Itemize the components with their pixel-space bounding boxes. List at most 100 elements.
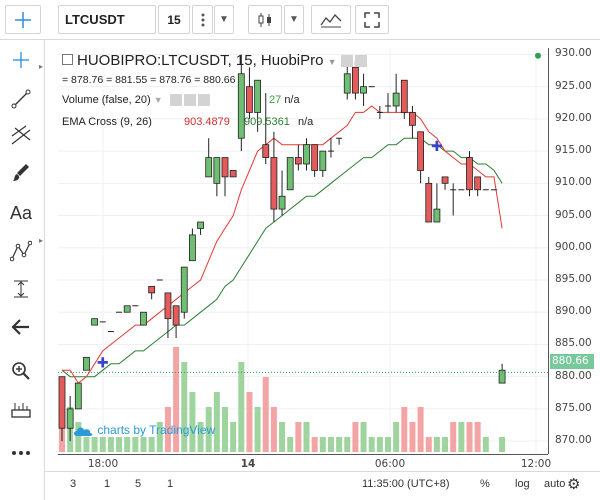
- ema-fast-line: [62, 105, 503, 384]
- candle: [83, 356, 90, 371]
- candle-body: [140, 311, 147, 326]
- candle: [327, 138, 334, 158]
- tool-text[interactable]: Aa: [4, 198, 38, 228]
- candle: [66, 396, 74, 442]
- indicators-icon: [320, 13, 342, 27]
- range-3d-button[interactable]: 3: [70, 478, 77, 490]
- expand-arrow-icon[interactable]: ▸: [39, 236, 44, 245]
- chevron-down-icon[interactable]: ▼: [153, 95, 163, 105]
- volume-bar: [99, 437, 106, 452]
- volume-bar: [116, 437, 123, 452]
- ema-lines: [61, 105, 503, 384]
- volume-bar: [344, 437, 351, 452]
- candle-body: [262, 144, 270, 158]
- candle-body: [409, 112, 416, 126]
- candle: [254, 79, 262, 132]
- time-label: 12:00: [520, 458, 552, 470]
- candle: [466, 151, 473, 197]
- log-toggle[interactable]: log: [515, 478, 530, 490]
- legend-ohlc: = 878.76 = 881.55 = 878.76 = 880.66: [62, 74, 236, 86]
- close-icon[interactable]: [354, 55, 367, 68]
- candle: [351, 60, 359, 100]
- expand-arrow-icon[interactable]: ▸: [39, 62, 44, 71]
- collapse-icon[interactable]: [62, 53, 73, 65]
- time-axis[interactable]: 18:00 14 06:00 12:00: [58, 454, 552, 471]
- tool-back[interactable]: [4, 312, 38, 342]
- range-1d-button[interactable]: 1: [167, 478, 174, 490]
- price-label: 920.00: [555, 111, 592, 124]
- volume-bar: [376, 437, 383, 452]
- volume-bar: [279, 422, 286, 452]
- price-chart[interactable]: ✚✚: [58, 48, 548, 454]
- arrow-left-icon: [11, 319, 29, 335]
- candle-body: [172, 305, 180, 326]
- chart-style-dropdown-button[interactable]: ▼: [284, 5, 304, 34]
- candle-body: [294, 157, 302, 165]
- tool-measure[interactable]: [4, 274, 38, 304]
- volume-bar: [352, 422, 359, 452]
- cross-marker: ✚: [431, 139, 443, 155]
- tradingview-watermark[interactable]: charts by TradingView: [72, 423, 215, 438]
- ema-slow-line: [61, 137, 503, 378]
- fullscreen-icon: [364, 11, 380, 28]
- interval-button[interactable]: 15: [158, 5, 190, 34]
- volume-bar: [213, 392, 220, 452]
- auto-toggle[interactable]: auto: [544, 478, 566, 490]
- price-label: 900.00: [555, 240, 592, 253]
- candle-body: [58, 376, 66, 429]
- chart-overlay: ✚✚: [58, 52, 548, 373]
- tool-pattern[interactable]: [4, 236, 38, 266]
- symbol-label: LTCUSDT: [65, 12, 125, 27]
- tool-crosshair[interactable]: [4, 45, 38, 75]
- symbol-input[interactable]: LTCUSDT: [58, 5, 156, 34]
- ema-fast-value: 903.4879: [184, 116, 230, 128]
- price-label: 915.00: [555, 144, 592, 157]
- range-5d-button[interactable]: 5: [135, 478, 142, 490]
- tool-brush[interactable]: [4, 158, 38, 188]
- volume-legend-label: Volume (false, 20): [62, 94, 151, 106]
- volume-bar: [91, 437, 98, 452]
- price-axis[interactable]: 930.00 925.00 920.00 915.00 910.00 905.00 900.…: [548, 47, 600, 454]
- tool-more[interactable]: [4, 438, 38, 468]
- chart-style-button[interactable]: [248, 5, 282, 34]
- interval-dropdown-button[interactable]: ▼: [214, 5, 234, 34]
- ema-legend-label: EMA Cross (9, 26): [62, 116, 152, 128]
- candle: [319, 150, 327, 177]
- tool-zoom[interactable]: [4, 356, 38, 386]
- eye-icon[interactable]: [169, 94, 182, 107]
- settings-icon[interactable]: [183, 94, 196, 107]
- candle-body: [319, 150, 327, 171]
- price-label: 870.00: [555, 434, 592, 447]
- volume-bar: [75, 422, 82, 452]
- ema-na: n/a: [298, 116, 314, 128]
- volume-bar: [262, 377, 269, 452]
- settings-icon[interactable]: [340, 55, 353, 68]
- candle: [385, 93, 391, 113]
- fullscreen-button[interactable]: [355, 5, 389, 34]
- interval-menu-button[interactable]: [192, 5, 213, 34]
- candle-body: [229, 170, 237, 178]
- indicators-button[interactable]: [311, 5, 351, 34]
- range-1m-button[interactable]: 1: [104, 478, 111, 490]
- volume-bar: [83, 437, 90, 452]
- legend-dropdown-icon[interactable]: ▼: [327, 57, 337, 67]
- percent-toggle[interactable]: %: [480, 478, 490, 490]
- candle-body: [180, 266, 188, 313]
- volume-bar: [319, 437, 326, 452]
- clock-label[interactable]: 11:35:00 (UTC+8): [362, 478, 450, 490]
- price-label: 880.00: [555, 369, 592, 382]
- candle: [425, 176, 433, 223]
- brush-icon: [13, 164, 29, 181]
- crosshair-mode-button[interactable]: [5, 5, 41, 34]
- tool-pitchfork[interactable]: [4, 120, 38, 150]
- candle-body: [213, 157, 221, 184]
- cross-marker: ✚: [97, 355, 109, 371]
- tool-ruler[interactable]: [4, 394, 38, 424]
- gear-icon[interactable]: ⚙: [567, 476, 581, 493]
- close-icon[interactable]: [197, 94, 210, 107]
- volume-bar: [222, 407, 228, 452]
- volume-bar: [287, 437, 294, 452]
- tool-trend-line[interactable]: [4, 84, 38, 114]
- volume-bar: [425, 437, 432, 452]
- candle-body: [351, 66, 359, 94]
